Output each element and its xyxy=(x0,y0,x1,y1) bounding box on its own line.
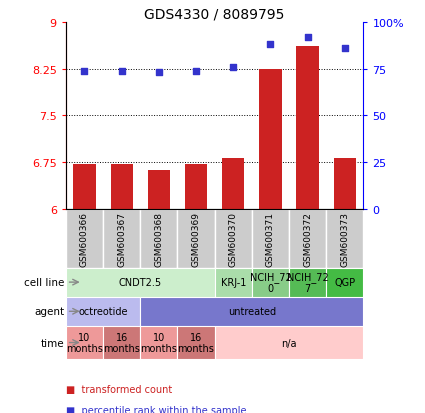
Text: 16
months: 16 months xyxy=(178,332,215,354)
FancyBboxPatch shape xyxy=(66,268,215,297)
Text: GSM600369: GSM600369 xyxy=(192,211,201,266)
Text: GSM600366: GSM600366 xyxy=(80,211,89,266)
Text: untreated: untreated xyxy=(228,306,276,316)
Text: CNDT2.5: CNDT2.5 xyxy=(119,278,162,287)
FancyBboxPatch shape xyxy=(140,297,363,326)
Point xyxy=(341,45,348,52)
FancyBboxPatch shape xyxy=(326,268,363,297)
FancyBboxPatch shape xyxy=(289,268,326,297)
FancyBboxPatch shape xyxy=(215,326,363,359)
Bar xyxy=(110,165,133,210)
Text: ■  percentile rank within the sample: ■ percentile rank within the sample xyxy=(66,405,246,413)
Text: GSM600367: GSM600367 xyxy=(117,211,126,266)
Text: n/a: n/a xyxy=(281,338,297,348)
Bar xyxy=(148,171,170,210)
Text: NCIH_72
0: NCIH_72 0 xyxy=(249,271,291,294)
Point xyxy=(230,64,237,71)
Text: 10
months: 10 months xyxy=(140,332,177,354)
Text: NCIH_72
7: NCIH_72 7 xyxy=(287,271,329,294)
FancyBboxPatch shape xyxy=(140,326,178,359)
FancyBboxPatch shape xyxy=(103,210,140,268)
Bar xyxy=(296,46,319,210)
FancyBboxPatch shape xyxy=(252,268,289,297)
Text: QGP: QGP xyxy=(334,278,355,287)
FancyBboxPatch shape xyxy=(215,268,252,297)
FancyBboxPatch shape xyxy=(326,210,363,268)
Text: agent: agent xyxy=(34,306,64,316)
Bar xyxy=(73,165,96,210)
FancyBboxPatch shape xyxy=(289,210,326,268)
Text: time: time xyxy=(40,338,64,348)
Text: cell line: cell line xyxy=(24,278,64,287)
FancyBboxPatch shape xyxy=(215,210,252,268)
Point xyxy=(118,68,125,75)
FancyBboxPatch shape xyxy=(66,297,140,326)
FancyBboxPatch shape xyxy=(103,326,140,359)
FancyBboxPatch shape xyxy=(252,210,289,268)
Text: GSM600368: GSM600368 xyxy=(154,211,163,266)
FancyBboxPatch shape xyxy=(178,326,215,359)
Text: GSM600371: GSM600371 xyxy=(266,211,275,266)
Point xyxy=(193,68,199,75)
Text: GSM600370: GSM600370 xyxy=(229,211,238,266)
Text: KRJ-1: KRJ-1 xyxy=(221,278,246,287)
Point xyxy=(304,34,311,41)
Bar xyxy=(259,69,281,210)
Text: 16
months: 16 months xyxy=(103,332,140,354)
FancyBboxPatch shape xyxy=(66,326,103,359)
Text: GSM600372: GSM600372 xyxy=(303,211,312,266)
FancyBboxPatch shape xyxy=(66,210,103,268)
Title: GDS4330 / 8089795: GDS4330 / 8089795 xyxy=(144,7,285,21)
Bar xyxy=(334,159,356,210)
Point xyxy=(81,68,88,75)
Text: 10
months: 10 months xyxy=(66,332,103,354)
Bar xyxy=(185,165,207,210)
Point xyxy=(267,42,274,48)
FancyBboxPatch shape xyxy=(178,210,215,268)
Point xyxy=(156,70,162,76)
FancyBboxPatch shape xyxy=(140,210,178,268)
Text: GSM600373: GSM600373 xyxy=(340,211,349,266)
Text: octreotide: octreotide xyxy=(78,306,128,316)
Text: ■  transformed count: ■ transformed count xyxy=(66,384,172,394)
Bar xyxy=(222,159,244,210)
